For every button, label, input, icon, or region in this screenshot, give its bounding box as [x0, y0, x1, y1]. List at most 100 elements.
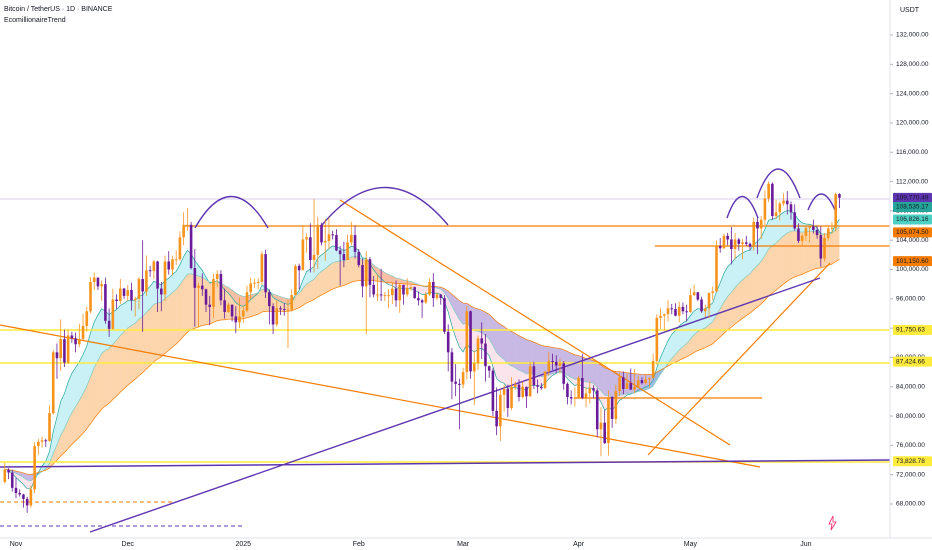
fast-ribbon — [682, 320, 687, 347]
slow-ribbon — [146, 308, 151, 369]
fast-ribbon — [407, 280, 411, 289]
candle-body — [271, 306, 275, 325]
candle-body — [197, 285, 200, 288]
candle-body — [171, 259, 174, 270]
slow-ribbon — [299, 288, 303, 308]
fast-ribbon — [71, 367, 76, 413]
candle-body — [480, 338, 484, 344]
slow-ribbon — [71, 406, 76, 445]
slow-ribbon — [336, 260, 341, 288]
fast-ribbon — [228, 287, 233, 298]
fast-ribbon — [321, 252, 326, 272]
candle-body — [599, 422, 603, 430]
candle-body — [212, 279, 215, 307]
fast-ribbon — [783, 210, 788, 236]
lightning-icon[interactable] — [828, 515, 837, 531]
slow-ribbon — [176, 284, 180, 345]
candle-body — [543, 371, 547, 389]
slow-ribbon — [705, 324, 710, 348]
slow-ribbon — [481, 310, 486, 336]
slow-ribbon — [53, 444, 57, 465]
fast-ribbon — [664, 340, 669, 369]
candle-body — [182, 224, 185, 238]
slow-ribbon — [589, 359, 594, 384]
candle-body — [722, 235, 726, 249]
fast-ribbon — [198, 265, 203, 278]
slow-ribbon — [787, 231, 791, 282]
slow-ribbon — [567, 351, 572, 378]
candle-body — [528, 366, 532, 397]
fast-ribbon — [56, 401, 61, 445]
fast-ribbon — [172, 271, 177, 293]
fast-ribbon — [284, 297, 288, 305]
price-label: 108,535.17 — [896, 204, 929, 211]
slow-ribbon — [574, 354, 579, 380]
candle-body — [309, 237, 312, 260]
slow-ribbon — [183, 274, 188, 337]
candle-body — [331, 234, 334, 236]
slow-ribbon — [668, 358, 672, 366]
slow-ribbon — [682, 343, 687, 359]
candle-body — [51, 352, 55, 414]
slow-ribbon — [526, 339, 531, 375]
candle-body — [536, 385, 539, 387]
candle-body — [387, 295, 390, 297]
shoulder-arc — [726, 196, 759, 219]
fast-ribbon — [15, 473, 20, 481]
fast-ribbon — [83, 345, 87, 394]
candle-body — [633, 386, 636, 390]
slow-ribbon — [656, 370, 661, 380]
candle-body — [417, 298, 420, 301]
candle-body — [595, 390, 599, 430]
candle-body — [532, 366, 536, 386]
slow-ribbon — [332, 261, 337, 290]
fast-ribbon — [328, 245, 333, 266]
candle-body — [622, 377, 625, 389]
candle-body — [353, 235, 357, 252]
candle-body — [253, 282, 256, 284]
price-label: 73,828.78 — [896, 458, 925, 465]
candle-body — [70, 335, 74, 339]
fast-ribbon — [116, 305, 121, 341]
candle-body — [145, 270, 148, 292]
y-tick-label: 104,000.00 — [896, 237, 929, 244]
fast-ribbon — [761, 229, 765, 262]
slow-ribbon — [686, 339, 691, 357]
fast-ribbon — [235, 292, 240, 306]
fast-ribbon — [571, 377, 575, 386]
head-arc — [756, 168, 801, 199]
candle-body — [629, 383, 633, 390]
candle-body — [111, 299, 115, 329]
candle-body — [495, 410, 498, 427]
candle-body — [607, 397, 610, 444]
slow-ribbon — [153, 302, 158, 362]
candle-body — [569, 397, 573, 399]
fast-ribbon — [168, 274, 173, 296]
fast-ribbon — [537, 375, 542, 387]
fast-ribbon — [27, 480, 31, 489]
slow-ribbon — [790, 230, 795, 279]
y-tick-label: 68,000.00 — [896, 501, 925, 508]
candle-body — [48, 413, 51, 441]
slow-ribbon — [23, 472, 28, 481]
fast-ribbon — [53, 416, 57, 454]
candle-body — [193, 268, 197, 288]
fast-ribbon — [64, 381, 69, 429]
candle-body — [85, 311, 89, 326]
candle-body — [18, 493, 22, 495]
slow-ribbon — [105, 348, 110, 406]
slow-ribbon — [451, 294, 456, 313]
slow-ribbon — [798, 231, 803, 276]
fast-ribbon — [772, 217, 777, 246]
candle-body — [446, 331, 450, 353]
candle-body — [666, 308, 670, 315]
fast-ribbon — [723, 266, 728, 303]
candle-body — [96, 277, 100, 287]
candle-body — [204, 289, 208, 305]
candle-body — [584, 393, 588, 398]
candle-body — [200, 285, 204, 290]
slow-ribbon — [321, 268, 326, 296]
candle-body — [625, 383, 629, 389]
candle-body — [547, 361, 551, 372]
candle-body — [391, 288, 394, 296]
